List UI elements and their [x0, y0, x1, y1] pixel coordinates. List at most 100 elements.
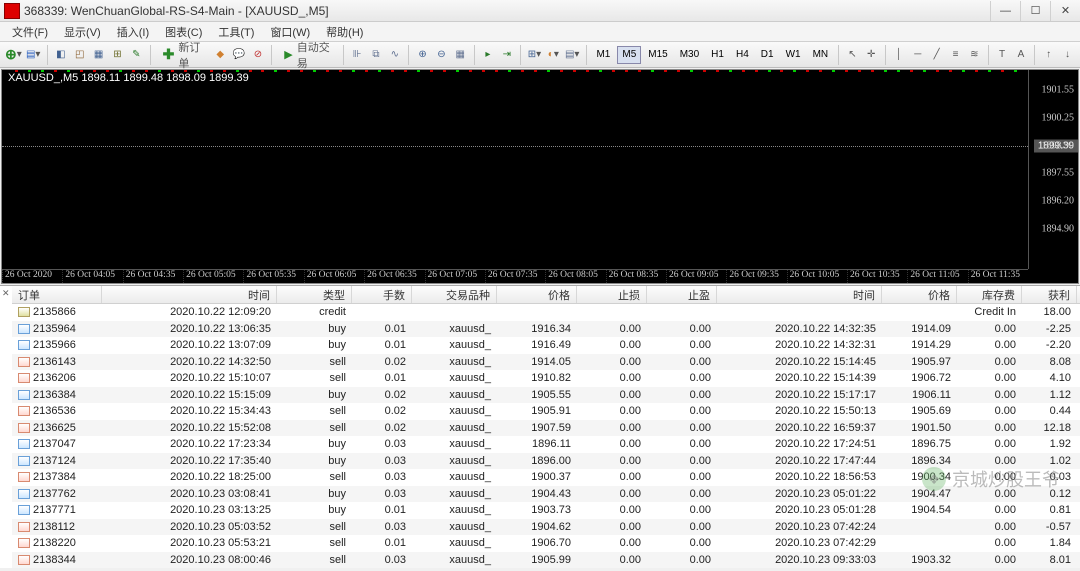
- table-cell: 1901.50: [882, 420, 957, 437]
- table-row[interactable]: 21365362020.10.22 15:34:43sell0.02xauusd…: [12, 403, 1080, 420]
- title-bar: 368339: WenChuanGlobal-RS-S4-Main - [XAU…: [0, 0, 1080, 22]
- table-row[interactable]: 21366252020.10.22 15:52:08sell0.02xauusd…: [12, 420, 1080, 437]
- table-cell: sell: [277, 420, 352, 437]
- table-row[interactable]: 21362062020.10.22 15:10:07sell0.01xauusd…: [12, 370, 1080, 387]
- table-row[interactable]: 21382202020.10.23 05:53:21sell0.01xauusd…: [12, 535, 1080, 552]
- bar-chart-button[interactable]: ⊪: [349, 45, 366, 65]
- minimize-button[interactable]: —: [990, 1, 1020, 21]
- table-row[interactable]: 21361432020.10.22 14:32:50sell0.02xauusd…: [12, 354, 1080, 371]
- arrow-up-button[interactable]: ↑: [1040, 45, 1057, 65]
- column-header[interactable]: 价格: [497, 286, 577, 303]
- table-cell: 1905.69: [882, 403, 957, 420]
- column-header[interactable]: 时间: [717, 286, 882, 303]
- line-chart-button[interactable]: ∿: [386, 45, 403, 65]
- close-button[interactable]: ✕: [1050, 1, 1080, 21]
- strategy-tester-button[interactable]: ✎: [128, 45, 145, 65]
- table-cell: [882, 304, 957, 321]
- table-cell: 2020.10.23 03:13:25: [102, 502, 277, 519]
- table-cell: 0.00: [577, 420, 647, 437]
- text-button[interactable]: T: [994, 45, 1011, 65]
- column-header[interactable]: 止损: [577, 286, 647, 303]
- timeframe-m5[interactable]: M5: [617, 46, 641, 64]
- label-button[interactable]: A: [1012, 45, 1029, 65]
- table-cell: xauusd_: [412, 519, 497, 536]
- column-header[interactable]: 类型: [277, 286, 352, 303]
- timeframe-w1[interactable]: W1: [781, 46, 806, 64]
- periods-button[interactable]: ◐▾: [545, 45, 562, 65]
- table-cell: 2020.10.22 15:14:45: [717, 354, 882, 371]
- indicators-button[interactable]: ⊞▾: [526, 45, 543, 65]
- arrow-down-button[interactable]: ↓: [1059, 45, 1076, 65]
- navigator-button[interactable]: ◰: [71, 45, 88, 65]
- column-header[interactable]: 手数: [352, 286, 412, 303]
- crosshair-button[interactable]: ✛: [863, 45, 880, 65]
- column-header[interactable]: 时间: [102, 286, 277, 303]
- column-header[interactable]: 止盈: [647, 286, 717, 303]
- market-watch-button[interactable]: ◧: [52, 45, 69, 65]
- timeframe-m15[interactable]: M15: [643, 46, 672, 64]
- table-row[interactable]: 21370472020.10.22 17:23:34buy0.03xauusd_…: [12, 436, 1080, 453]
- table-row[interactable]: 21371242020.10.22 17:35:40buy0.03xauusd_…: [12, 453, 1080, 470]
- hline-button[interactable]: ─: [909, 45, 926, 65]
- data-window-button[interactable]: ▦: [90, 45, 107, 65]
- table-cell: 0.00: [577, 403, 647, 420]
- metaquotes-button[interactable]: ◆: [212, 45, 229, 65]
- auto-trade-button[interactable]: ▶自动交易: [277, 45, 338, 65]
- table-cell: 0.03: [352, 469, 412, 486]
- auto-scroll-button[interactable]: ▸: [480, 45, 497, 65]
- cursor-button[interactable]: ↖: [844, 45, 861, 65]
- candle-chart-button[interactable]: ⧉: [368, 45, 385, 65]
- timeframe-h4[interactable]: H4: [731, 46, 754, 64]
- menu-item[interactable]: 工具(T): [210, 22, 262, 42]
- table-cell: 0.00: [957, 453, 1022, 470]
- timeframe-h1[interactable]: H1: [706, 46, 729, 64]
- signals-button[interactable]: ⊘: [250, 45, 267, 65]
- column-header[interactable]: 价格: [882, 286, 957, 303]
- table-cell: 2020.10.23 08:00:46: [102, 552, 277, 569]
- templates-button[interactable]: ▤▾: [564, 45, 581, 65]
- panel-close-icon[interactable]: ✕: [2, 288, 12, 298]
- menu-item[interactable]: 文件(F): [4, 22, 56, 42]
- timeframe-m1[interactable]: M1: [591, 46, 615, 64]
- channel-button[interactable]: ≡: [947, 45, 964, 65]
- toolbar-separator: [885, 45, 886, 65]
- table-cell: 2020.10.22 15:52:08: [102, 420, 277, 437]
- timeframe-d1[interactable]: D1: [756, 46, 779, 64]
- terminal-button[interactable]: ⊞: [109, 45, 126, 65]
- table-cell: 2020.10.22 17:23:34: [102, 436, 277, 453]
- trendline-button[interactable]: ╱: [928, 45, 945, 65]
- table-row[interactable]: 21383442020.10.23 08:00:46sell0.03xauusd…: [12, 552, 1080, 569]
- column-header[interactable]: 获利: [1022, 286, 1077, 303]
- maximize-button[interactable]: ☐: [1020, 1, 1050, 21]
- zoom-out-button[interactable]: ⊖: [433, 45, 450, 65]
- chart-area[interactable]: XAUUSD_,M5 1898.11 1899.48 1898.09 1899.…: [1, 69, 1079, 284]
- table-cell: 2020.10.22 12:09:20: [102, 304, 277, 321]
- column-header[interactable]: 订单: [12, 286, 102, 303]
- table-row[interactable]: 21359642020.10.22 13:06:35buy0.01xauusd_…: [12, 321, 1080, 338]
- timeframe-m30[interactable]: M30: [675, 46, 704, 64]
- column-header[interactable]: 交易品种: [412, 286, 497, 303]
- grid-rows[interactable]: 21358662020.10.22 12:09:20creditCredit I…: [12, 304, 1080, 569]
- vline-button[interactable]: │: [891, 45, 908, 65]
- zoom-in-button[interactable]: ⊕: [414, 45, 431, 65]
- table-row[interactable]: 21358662020.10.22 12:09:20creditCredit I…: [12, 304, 1080, 321]
- column-header[interactable]: 库存费: [957, 286, 1022, 303]
- fib-button[interactable]: ≋: [966, 45, 983, 65]
- table-row[interactable]: 21359662020.10.22 13:07:09buy0.01xauusd_…: [12, 337, 1080, 354]
- new-order-button[interactable]: ✚新订单: [156, 45, 210, 65]
- menu-item[interactable]: 插入(I): [109, 22, 157, 42]
- menu-item[interactable]: 显示(V): [56, 22, 109, 42]
- new-chart-button[interactable]: ⊕▾: [4, 45, 23, 65]
- table-cell: 2020.10.22 14:32:31: [717, 337, 882, 354]
- profiles-button[interactable]: ▤▾: [25, 45, 42, 65]
- table-row[interactable]: 21377622020.10.23 03:08:41buy0.03xauusd_…: [12, 486, 1080, 503]
- table-row[interactable]: 21363842020.10.22 15:15:09buy0.02xauusd_…: [12, 387, 1080, 404]
- timeframe-mn[interactable]: MN: [808, 46, 834, 64]
- tile-button[interactable]: ▦: [452, 45, 469, 65]
- table-row[interactable]: 21373842020.10.22 18:25:00sell0.03xauusd…: [12, 469, 1080, 486]
- table-row[interactable]: 21377712020.10.23 03:13:25buy0.01xauusd_…: [12, 502, 1080, 519]
- table-row[interactable]: 21381122020.10.23 05:03:52sell0.03xauusd…: [12, 519, 1080, 536]
- table-row[interactable]: 21384362020.10.23 09:37:06balancemoneyOu…: [12, 568, 1080, 569]
- alerts-button[interactable]: 💬: [231, 45, 248, 65]
- chart-shift-button[interactable]: ⇥: [498, 45, 515, 65]
